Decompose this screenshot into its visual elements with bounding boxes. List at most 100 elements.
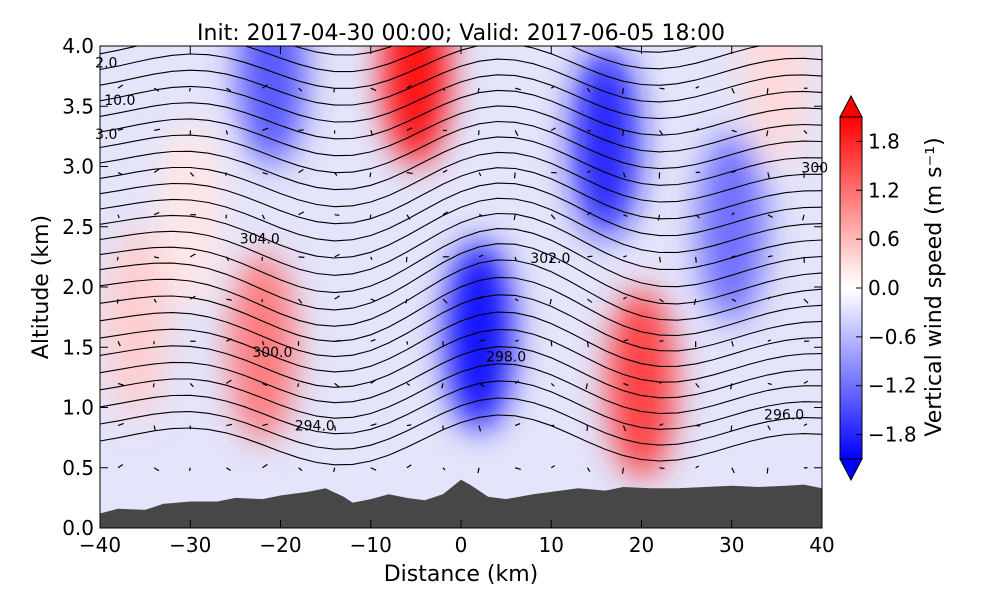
wind-arrow [298, 168, 304, 174]
wind-arrow [767, 214, 773, 219]
field-cell [228, 252, 297, 443]
contour-label: 298.0 [486, 350, 526, 366]
wind-arrow [153, 298, 157, 303]
wind-arrow [406, 171, 413, 175]
wind-arrow [731, 298, 737, 302]
wind-arrow [550, 85, 555, 89]
wind-arrow [767, 296, 772, 300]
wind-arrow [657, 214, 661, 221]
wind-arrow [621, 130, 625, 137]
y-tick-label: 2.5 [62, 215, 94, 239]
isentrope-line [100, 197, 822, 259]
isentrope-line [100, 212, 822, 276]
wind-arrow [659, 381, 663, 384]
wind-arrow [478, 254, 484, 258]
colorbar-extend-low [839, 458, 863, 482]
wind-arrow [731, 87, 735, 94]
contour-label: 296.0 [764, 408, 804, 424]
wind-arrow [695, 383, 700, 388]
contour-label: 304.0 [240, 232, 280, 248]
isentrope-line [100, 151, 822, 208]
wind-arrow [442, 298, 448, 304]
wind-arrow [261, 214, 266, 220]
isentrope-line [100, 311, 822, 373]
wind-arrow [515, 339, 519, 342]
wind-arrow [621, 88, 625, 95]
field-cell [102, 228, 171, 419]
wind-arrow [478, 382, 485, 387]
colorbar-tick-label: 1.8 [868, 129, 900, 153]
wind-arrow [117, 214, 120, 219]
isentrope-line [100, 294, 822, 358]
isentrope-line [100, 58, 822, 106]
wind-arrow [334, 382, 340, 388]
wind-arrow [333, 467, 336, 473]
colorbar-ticks: 1.8 1.2 0.6 0.0 −0.6 −1.2 −1.8 [856, 129, 917, 447]
isentrope-line [100, 182, 822, 242]
wind-arrow [370, 130, 374, 136]
wind-arrow [153, 87, 160, 92]
wind-arrow [370, 423, 377, 427]
wind-arrow [117, 340, 121, 347]
isentrope-line [100, 228, 822, 294]
wind-arrow [514, 467, 521, 471]
x-axis-ticks: −40 −30 −20 −10 0 10 20 30 40 [79, 46, 835, 557]
wind-arrow [514, 380, 520, 384]
x-axis-label: Distance (km) [384, 562, 539, 587]
wind-arrow [803, 380, 809, 384]
wind-arrow [334, 253, 340, 258]
wind-arrow [370, 338, 376, 342]
isentrope-line [100, 136, 822, 191]
contour-label: 300 [801, 161, 828, 177]
isentrope-line [100, 243, 822, 311]
wind-arrow [370, 379, 376, 384]
wind-arrow [550, 214, 556, 220]
y-tick-label: 2.0 [62, 275, 94, 299]
wind-arrow [587, 170, 591, 174]
colorbar-label: Vertical wind speed (m s⁻¹) [922, 137, 947, 436]
wind-arrow [117, 84, 124, 89]
wind-arrow [117, 422, 124, 427]
wind-arrow [587, 129, 592, 132]
x-tick-label: 30 [719, 533, 744, 557]
wind-arrow [803, 298, 809, 304]
wind-arrow [226, 379, 232, 384]
wind-arrow [298, 256, 305, 258]
wind-arrow [767, 339, 771, 342]
wind-arrow [261, 341, 265, 346]
wind-arrow [225, 172, 227, 176]
isentrope-line [100, 120, 822, 174]
wind-arrow [188, 467, 191, 472]
wind-arrow [659, 298, 664, 303]
wind-arrow [586, 341, 589, 348]
wind-arrow [154, 256, 160, 259]
wind-arrow [514, 256, 517, 262]
wind-arrow [334, 295, 340, 300]
wind-arrow [370, 256, 373, 261]
wind-arrow [262, 382, 268, 387]
wind-arrow [731, 255, 736, 258]
wind-arrow [659, 87, 665, 90]
contour-label: 10.0 [104, 93, 135, 109]
wind-arrow [550, 127, 556, 131]
colorbar-tick-label: −0.6 [868, 325, 917, 349]
y-tick-label: 4.0 [62, 34, 94, 58]
y-axis-label: Altitude (km) [29, 215, 54, 359]
isentrope-line [100, 105, 822, 157]
wind-arrow [188, 88, 191, 92]
isentrope-line [100, 397, 822, 450]
field-cell [697, 131, 766, 322]
terrain [100, 479, 822, 528]
wind-arrow [514, 423, 521, 427]
wind-arrow [695, 465, 700, 469]
wind-arrow [116, 298, 119, 304]
wind-arrow [370, 298, 375, 302]
wind-arrow [659, 340, 664, 342]
wind-arrow [622, 172, 626, 178]
wind-arrow [803, 129, 808, 135]
wind-arrow [693, 298, 697, 306]
wind-arrow [226, 298, 232, 301]
wind-arrow [153, 467, 160, 472]
wind-arrow [226, 338, 232, 342]
